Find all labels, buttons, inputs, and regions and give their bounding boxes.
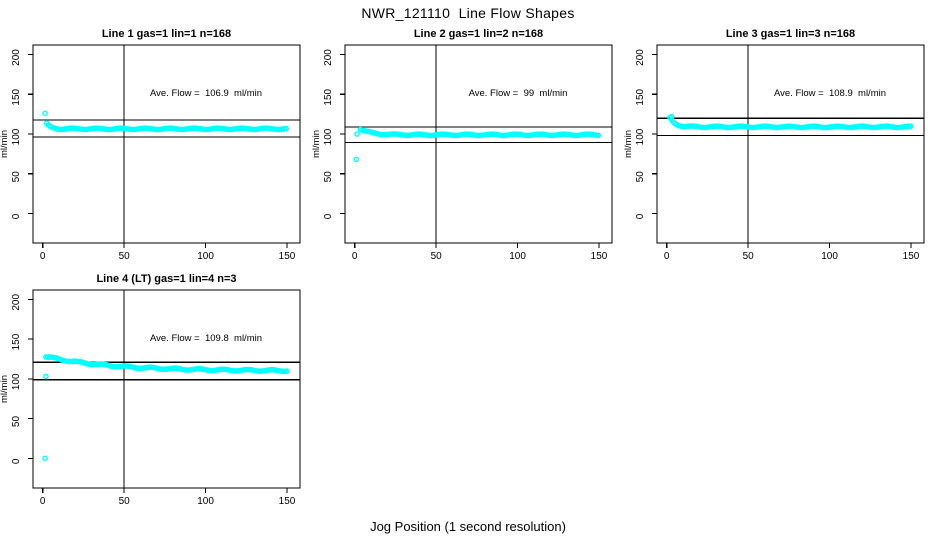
y-axis-label: ml/min bbox=[311, 130, 322, 158]
x-tick-label: 50 bbox=[119, 496, 131, 507]
ave-flow-annotation-line-2: Ave. Flow = 99 ml/min bbox=[468, 88, 568, 99]
y-tick-label: 0 bbox=[323, 213, 334, 219]
panel-title-line-4: Line 4 (LT) gas=1 lin=4 n=3 bbox=[96, 273, 237, 285]
x-tick-label: 50 bbox=[431, 251, 443, 262]
x-tick-label: 150 bbox=[591, 251, 608, 262]
x-tick-label: 100 bbox=[197, 251, 214, 262]
x-tick-label: 150 bbox=[279, 496, 296, 507]
x-tick-label: 0 bbox=[40, 251, 46, 262]
ave-flow-annotation-line-1: Ave. Flow = 106.9 ml/min bbox=[149, 88, 263, 99]
x-tick-label: 100 bbox=[197, 496, 214, 507]
y-axis-label: ml/min bbox=[0, 130, 10, 158]
x-axis-caption: Jog Position (1 second resolution) bbox=[370, 519, 566, 534]
y-axis-label: ml/min bbox=[0, 375, 10, 403]
x-tick-label: 100 bbox=[821, 251, 838, 262]
y-tick-label: 150 bbox=[11, 88, 22, 105]
panel-title-line-3: Line 3 gas=1 lin=3 n=168 bbox=[725, 28, 856, 40]
y-tick-label: 50 bbox=[635, 171, 646, 183]
y-tick-label: 200 bbox=[11, 294, 22, 311]
y-tick-label: 100 bbox=[635, 128, 646, 145]
y-tick-label: 150 bbox=[635, 88, 646, 105]
x-tick-label: 100 bbox=[509, 251, 526, 262]
y-tick-label: 150 bbox=[11, 333, 22, 350]
x-tick-label: 150 bbox=[279, 251, 296, 262]
panel-title-line-2: Line 2 gas=1 lin=2 n=168 bbox=[413, 28, 544, 40]
plot-box bbox=[32, 289, 301, 489]
y-tick-label: 100 bbox=[11, 373, 22, 390]
panel-title-line-1: Line 1 gas=1 lin=1 n=168 bbox=[101, 28, 232, 40]
data-point bbox=[42, 110, 48, 117]
data-point bbox=[43, 373, 49, 380]
data-point bbox=[908, 123, 914, 129]
plot-box bbox=[344, 44, 613, 244]
y-tick-label: 0 bbox=[635, 213, 646, 219]
y-tick-label: 50 bbox=[11, 416, 22, 428]
y-tick-label: 200 bbox=[635, 49, 646, 66]
ave-flow-annotation-line-4: Ave. Flow = 109.8 ml/min bbox=[149, 333, 263, 344]
y-tick-label: 200 bbox=[11, 49, 22, 66]
x-tick-label: 0 bbox=[664, 251, 670, 262]
plot-box bbox=[656, 44, 925, 244]
y-axis-label: ml/min bbox=[623, 130, 634, 158]
y-tick-label: 0 bbox=[11, 458, 22, 464]
x-tick-label: 150 bbox=[903, 251, 920, 262]
data-point bbox=[283, 125, 290, 132]
data-point bbox=[354, 131, 360, 137]
y-tick-label: 0 bbox=[11, 213, 22, 219]
data-point bbox=[284, 368, 290, 374]
data-point bbox=[353, 156, 360, 163]
ave-flow-annotation-line-3: Ave. Flow = 108.9 ml/min bbox=[773, 88, 887, 99]
y-tick-label: 50 bbox=[11, 171, 22, 183]
x-tick-label: 0 bbox=[352, 251, 358, 262]
data-point bbox=[42, 455, 48, 462]
y-tick-label: 100 bbox=[323, 128, 334, 145]
y-tick-label: 150 bbox=[323, 88, 334, 105]
y-tick-label: 100 bbox=[11, 128, 22, 145]
plot-box bbox=[32, 44, 301, 244]
y-tick-label: 200 bbox=[323, 49, 334, 66]
data-point bbox=[595, 132, 602, 139]
main-title: NWR_121110 Line Flow Shapes bbox=[361, 5, 575, 21]
y-tick-label: 50 bbox=[323, 171, 334, 183]
x-tick-label: 50 bbox=[743, 251, 755, 262]
x-tick-label: 0 bbox=[40, 496, 46, 507]
x-tick-label: 50 bbox=[119, 251, 131, 262]
